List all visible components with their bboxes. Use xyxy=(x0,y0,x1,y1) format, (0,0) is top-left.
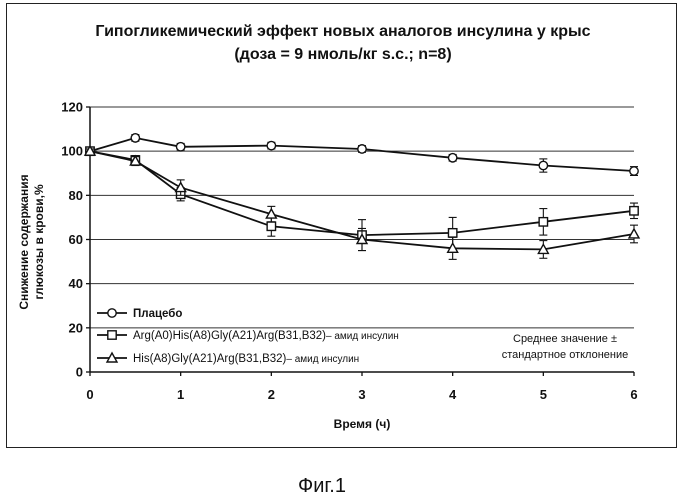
x-tick-label: 2 xyxy=(268,387,275,402)
data-point-circle xyxy=(448,154,456,162)
y-tick-label: 40 xyxy=(69,276,83,291)
legend-marker-circle xyxy=(108,309,116,317)
data-point-square xyxy=(630,207,638,215)
legend-label-suffix: – амид инсулин xyxy=(326,331,399,342)
data-point-circle xyxy=(131,134,139,142)
y-tick-labels: 0 20 40 60 80 100 120 xyxy=(61,100,83,380)
series-circle xyxy=(86,134,638,176)
data-point-square xyxy=(448,229,456,237)
x-axis-label: Время (ч) xyxy=(334,417,391,431)
data-point-circle xyxy=(267,141,275,149)
data-point-triangle xyxy=(629,229,639,238)
data-point-circle xyxy=(176,143,184,151)
data-point-circle xyxy=(539,161,547,169)
y-tick-label: 0 xyxy=(76,365,83,380)
data-point-circle xyxy=(630,167,638,175)
y-tick-label: 120 xyxy=(61,100,83,115)
legend-item-triangle: His(A8)Gly(A21)Arg(B31,B32)– амид инсули… xyxy=(97,353,359,365)
data-point-square xyxy=(539,218,547,226)
x-tick-label: 1 xyxy=(177,387,184,402)
legend: Плацебо Arg(A0)His(A8)Gly(A21)Arg(B31,B32… xyxy=(97,308,399,365)
data-point-square xyxy=(267,222,275,230)
series-triangle xyxy=(85,146,639,259)
legend-label: His(A8)Gly(A21)Arg(B31,B32)– амид инсули… xyxy=(133,353,359,365)
chart-title: Гипогликемический эффект новых аналогов … xyxy=(95,23,590,40)
x-tick-label: 5 xyxy=(540,387,547,402)
note-line1: Среднее значение ± xyxy=(513,333,617,345)
legend-marker-square xyxy=(108,331,116,339)
y-tick-label: 60 xyxy=(69,232,83,247)
x-tick-label: 0 xyxy=(86,387,93,402)
legend-item-square: Arg(A0)His(A8)Gly(A21)Arg(B31,B32)– амид… xyxy=(97,330,399,342)
y-tick-label: 80 xyxy=(69,188,83,203)
legend-item-circle: Плацебо xyxy=(97,308,182,320)
x-tick-label: 4 xyxy=(449,387,457,402)
series-line xyxy=(90,138,634,171)
chart-subtitle: (доза = 9 нмоль/кг s.c.; n=8) xyxy=(234,46,451,63)
y-axis-label-line2: глюкозы в крови,% xyxy=(32,184,46,300)
legend-label: Плацебо xyxy=(133,308,182,320)
figure-caption: Фиг.1 xyxy=(298,475,346,497)
gridlines xyxy=(90,107,634,328)
legend-label-suffix: – амид инсулин xyxy=(286,354,359,365)
legend-label: Arg(A0)His(A8)Gly(A21)Arg(B31,B32)– амид… xyxy=(133,330,399,342)
series-layer xyxy=(85,134,639,260)
x-tick-labels: 0 1 2 3 4 5 6 xyxy=(86,387,637,402)
data-point-circle xyxy=(358,145,366,153)
y-tick-label: 100 xyxy=(61,144,83,159)
y-axis-label-line1: Снижение содержания xyxy=(17,174,31,309)
y-tick-label: 20 xyxy=(69,320,83,335)
x-tick-label: 6 xyxy=(630,387,637,402)
x-tick-label: 3 xyxy=(358,387,365,402)
note-line2: стандартное отклонение xyxy=(502,349,628,361)
